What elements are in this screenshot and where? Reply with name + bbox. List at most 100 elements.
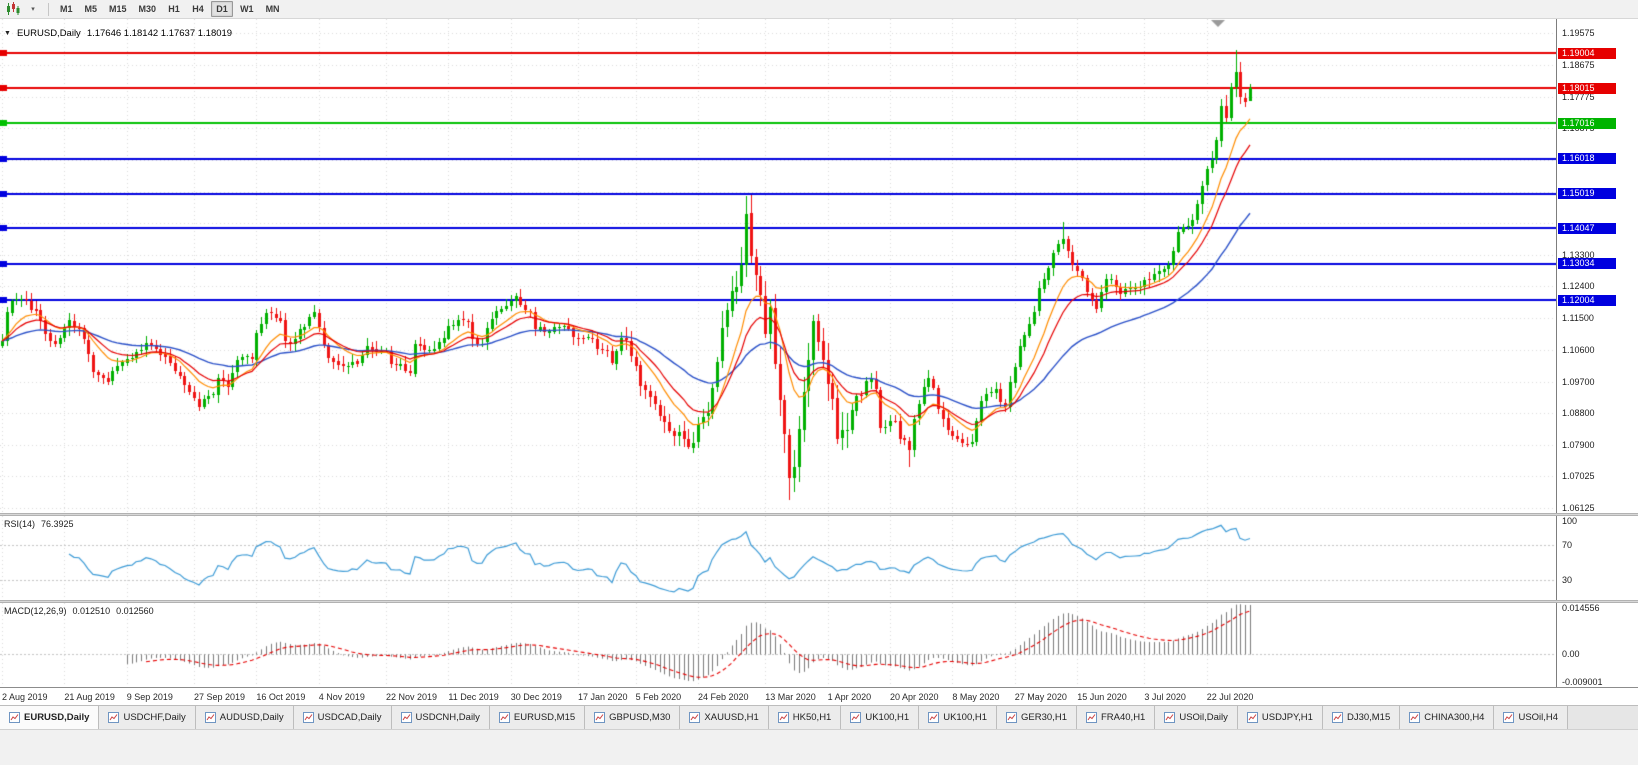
panel-splitter[interactable] [0,600,1638,603]
chart-tab-eurusd-daily[interactable]: EURUSD,Daily [0,706,100,729]
chart-icon [9,712,20,723]
chart-tab-label: FRA40,H1 [1100,712,1146,723]
chart-tab-label: AUDUSD,Daily [219,712,284,723]
chart-tab-bar: EURUSD,Daily USDCHF,Daily AUDUSD,Daily USDC… [0,705,1638,729]
macd-value: 0.012510 [72,606,111,616]
chart-icon [1006,712,1018,723]
chart-tab-usdjpy-h1[interactable]: USDJPY,H1 [1237,706,1323,729]
rsi-panel-canvas[interactable] [0,516,1556,600]
chart-tab-fra40-h1[interactable]: FRA40,H1 [1076,706,1156,729]
chart-tab-ger30-h1[interactable]: GER30,H1 [997,706,1077,729]
chart-tab-label: USDCNH,Daily [415,712,480,723]
chart-icon [498,712,510,723]
price-scale-label: 1.18675 [1562,59,1595,70]
chart-tab-label: USDCAD,Daily [317,712,382,723]
indicator-scale-label: 70 [1562,539,1573,550]
chart-icon [1085,712,1097,723]
chart-tab-dj30-m15[interactable]: DJ30,M15 [1322,706,1401,729]
status-bar [0,729,1638,765]
timeframe-button-m15[interactable]: M15 [109,4,127,14]
chart-tab-hk50-h1[interactable]: HK50,H1 [768,706,842,729]
date-label: 17 Jan 2020 [578,692,628,702]
timeframe-button-mn[interactable]: MN [265,4,280,14]
macd-signal-value: 0.012560 [116,606,154,616]
chart-icon [928,712,940,723]
price-scale[interactable]: 1.195751.186751.177751.168751.133001.124… [1556,19,1638,513]
time-scale[interactable]: 2 Aug 2019 21 Aug 2019 9 Sep 2019 27 Sep 20… [0,687,1638,705]
chart-icon [1164,712,1176,723]
timeframe-button-d1[interactable]: D1 [211,1,234,17]
panel-splitter[interactable] [0,513,1638,516]
price-level-badge: 1.14047 [1558,222,1616,234]
price-level-badge: 1.18015 [1558,82,1616,94]
chart-tab-label: EURUSD,Daily [24,712,90,723]
timeframe-button-h1[interactable]: H1 [168,4,180,14]
chart-title: ▼ EURUSD,Daily 1.17646 1.18142 1.17637 1… [4,28,232,39]
timeframe-button-m5[interactable]: M5 [84,4,98,14]
candlestick-chart-icon [7,2,20,15]
chart-type-button[interactable] [3,1,23,17]
main-chart-canvas[interactable] [0,19,1556,513]
chart-icon [777,712,789,723]
caret-down-icon: ▾ [31,6,35,13]
chart-tab-usdcad-daily[interactable]: USDCAD,Daily [293,706,392,729]
chart-tab-china300-h4[interactable]: CHINA300,H4 [1400,706,1495,729]
chart-type-dropdown[interactable]: ▾ [23,1,43,17]
chart-icon [204,712,216,723]
chart-tab-usdcnh-daily[interactable]: USDCNH,Daily [391,706,490,729]
macd-scale[interactable]: 0.014556 0.00 -0.009001 [1556,603,1638,687]
date-label: 24 Feb 2020 [698,692,749,702]
timeframe-button-m1[interactable]: M1 [60,4,73,14]
chart-icon [1503,712,1515,723]
timeframe-button-w1[interactable]: W1 [240,4,254,14]
chart-tab-label: USDJPY,H1 [1261,712,1313,723]
price-scale-label: 1.07900 [1562,440,1595,451]
rsi-value: 76.3925 [41,519,74,529]
date-label: 4 Nov 2019 [318,692,365,702]
chart-tab-usoil-daily[interactable]: USOil,Daily [1155,706,1238,729]
chart-tab-audusd-daily[interactable]: AUDUSD,Daily [195,706,294,729]
chart-tab-uk100-h1[interactable]: UK100,H1 [919,706,998,729]
chart-icon [302,712,314,723]
date-label: 22 Nov 2019 [386,692,438,702]
chart-tab-xauusd-h1[interactable]: XAUUSD,H1 [680,706,769,729]
price-level-badge: 1.15019 [1558,188,1616,200]
date-label: 13 Mar 2020 [765,692,816,702]
timeframe-button-h4[interactable]: H4 [192,4,204,14]
chart-icon [850,712,862,723]
chart-icon [108,712,120,723]
price-scale-label: 1.06125 [1562,502,1595,513]
chart-tab-label: XAUUSD,H1 [704,712,759,723]
date-label: 15 Jun 2020 [1077,692,1127,702]
chart-tab-gbpusd-m30[interactable]: GBPUSD,M30 [585,706,681,729]
chart-tab-label: UK100,H1 [943,712,988,723]
date-label: 16 Oct 2019 [256,692,306,702]
price-scale-label: 1.07025 [1562,471,1595,482]
chart-tab-label: GBPUSD,M30 [609,712,671,723]
chart-area: 1.195751.186751.177751.168751.133001.124… [0,19,1638,687]
date-label: 27 Sep 2019 [194,692,246,702]
timeframe-buttons: M1 M5 M15 M30 H1 H4 D1 W1 MN [54,1,286,17]
date-label: 2 Aug 2019 [2,692,48,702]
chart-tab-label: EURUSD,M15 [513,712,576,723]
date-label: 1 Apr 2020 [827,692,872,702]
chart-menu-arrow-icon[interactable]: ▼ [4,30,11,37]
chart-tab-eurusd-m15[interactable]: EURUSD,M15 [489,706,586,729]
price-level-badge: 1.16018 [1558,153,1616,165]
indicator-scale-label: -0.009001 [1562,677,1603,687]
chart-tab-usoil-h4[interactable]: USOil,H4 [1494,706,1569,729]
chart-tab-usdchf-daily[interactable]: USDCHF,Daily [99,706,196,729]
rsi-scale[interactable]: 100 70 30 [1556,516,1638,600]
timeframe-button-m30[interactable]: M30 [138,4,157,14]
price-scale-label: 1.12400 [1562,281,1595,292]
price-scale-label: 1.13300 [1562,249,1595,260]
chart-tab-uk100-h1[interactable]: UK100,H1 [841,706,920,729]
price-scale-label: 1.11500 [1562,313,1594,324]
macd-panel-canvas[interactable] [0,603,1556,687]
chart-tab-label: GER30,H1 [1021,712,1067,723]
chart-tab-label: UK100,H1 [865,712,910,723]
chart-icon [689,712,701,723]
macd-name: MACD(12,26,9) [4,606,67,616]
indicator-scale-label: 0.00 [1562,649,1580,660]
price-scale-label: 1.17775 [1562,91,1595,102]
